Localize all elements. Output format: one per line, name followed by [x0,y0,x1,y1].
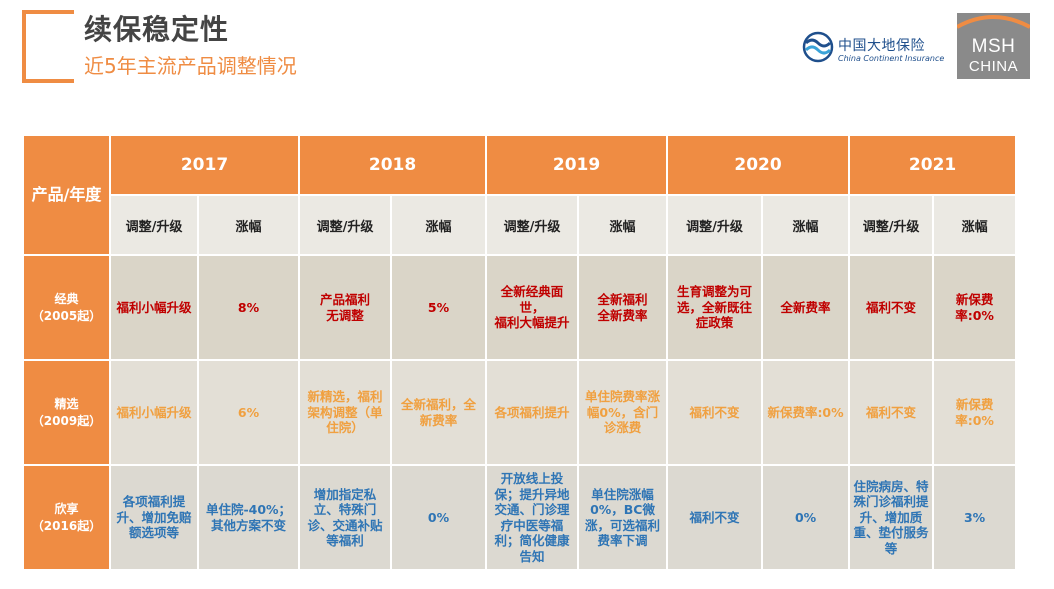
subheader-adjust: 调整/升级 [666,194,764,256]
cell-adjust: 福利不变 [848,254,935,361]
year-header-2017: 2017 [108,134,301,196]
cell-increase: 6% [196,359,301,466]
cell-adjust: 福利不变 [666,359,764,466]
cell-increase: 单住院费率涨幅0%，含门诊涨费 [577,359,669,466]
msh-logo-text: MSH [971,36,1016,57]
row-label-select: 精选 （2009起） [22,359,111,466]
year-header-row: 产品/年度 2017 2018 2019 2020 2021 [22,134,1018,256]
cell-increase: 新保费率:0% [932,254,1018,361]
cell-adjust: 福利不变 [666,464,764,571]
subheader-increase: 涨幅 [932,194,1018,256]
product-since: （2005起） [31,308,102,323]
cell-adjust: 开放线上投保；提升异地交通、门诊理疗中医等福利；简化健康告知 [485,464,580,571]
cci-english-name: China Continent Insurance [838,54,945,63]
year-header-2020: 2020 [666,134,851,196]
msh-logo-subtext: CHINA [968,58,1019,75]
cell-increase: 新保费率:0% [761,359,851,466]
page-subtitle: 近5年主流产品调整情况 [84,54,297,78]
page-title: 续保稳定性 [84,13,230,46]
product-since: （2009起） [31,413,102,428]
cell-adjust: 产品福利 无调整 [298,254,393,361]
cell-increase: 3% [932,464,1018,571]
cell-adjust: 福利不变 [848,359,935,466]
table-row-classic: 经典 （2005起） 福利小幅升级 8% 产品福利 无调整 5% 全新经典面世， … [22,254,1018,361]
corner-header: 产品/年度 [22,134,111,256]
table-row-select: 精选 （2009起） 福利小幅升级 6% 新精选，福利架构调整（单住院） 全新福利… [22,359,1018,466]
product-name: 经典 [54,291,79,306]
cci-chinese-name: 中国大地保险 [838,38,925,54]
product-adjustment-table: 产品/年度 2017 2018 2019 2020 2021 调整/升级 涨幅 … [22,134,1018,571]
table-row-xinxiang: 欣享 （2016起） 各项福利提升、增加免赔额选项等 单住院-40%；其他方案不变… [22,464,1018,571]
subheader-increase: 涨幅 [390,194,488,256]
subheader-increase: 涨幅 [761,194,851,256]
subheader-adjust: 调整/升级 [485,194,580,256]
cell-adjust: 住院病房、特殊门诊福利提升、增加质重、垫付服务等 [848,464,935,571]
cell-adjust: 增加指定私立、特殊门诊、交通补贴等福利 [298,464,393,571]
product-name: 精选 [54,396,79,411]
subheader-adjust: 调整/升级 [298,194,393,256]
sub-header-row: 调整/升级 涨幅 调整/升级 涨幅 调整/升级 涨幅 调整/升级 涨幅 调整/升… [23,194,1018,256]
cell-increase: 0% [390,464,488,571]
msh-arc-icon [957,15,1030,29]
cell-increase: 单住院涨幅0%，BC微涨，可选福利费率下调 [577,464,669,571]
cell-increase: 单住院-40%；其他方案不变 [196,464,301,571]
cci-emblem-icon [802,31,834,63]
cell-increase: 8% [196,254,301,361]
cell-increase: 全新费率 [761,254,851,361]
cell-adjust: 福利小幅升级 [109,359,199,466]
msh-china-logo: MSH CHINA [957,13,1030,79]
row-label-xinxiang: 欣享 （2016起） [22,464,111,571]
cell-increase: 全新福利，全新费率 [390,359,488,466]
cell-increase: 5% [390,254,488,361]
year-header-2018: 2018 [298,134,488,196]
subheader-increase: 涨幅 [196,194,301,256]
cell-increase: 新保费率:0% [932,359,1018,466]
cell-increase: 0% [761,464,851,571]
cell-adjust: 福利小幅升级 [109,254,199,361]
cell-adjust: 各项福利提升 [485,359,580,466]
cell-adjust: 各项福利提升、增加免赔额选项等 [109,464,199,571]
row-label-classic: 经典 （2005起） [22,254,111,361]
product-since: （2016起） [31,518,102,533]
title-bracket-decoration [22,10,74,83]
cell-adjust: 新精选，福利架构调整（单住院） [298,359,393,466]
subheader-adjust: 调整/升级 [848,194,935,256]
subheader-adjust: 调整/升级 [109,194,199,256]
year-header-2021: 2021 [848,134,1018,196]
product-name: 欣享 [54,501,79,516]
year-header-2019: 2019 [485,134,669,196]
subheader-increase: 涨幅 [577,194,669,256]
cell-adjust: 生育调整为可选，全新既往症政策 [666,254,764,361]
cell-increase: 全新福利 全新费率 [577,254,669,361]
cell-adjust: 全新经典面世， 福利大幅提升 [485,254,580,361]
china-continent-insurance-logo: 中国大地保险 China Continent Insurance [802,30,952,70]
